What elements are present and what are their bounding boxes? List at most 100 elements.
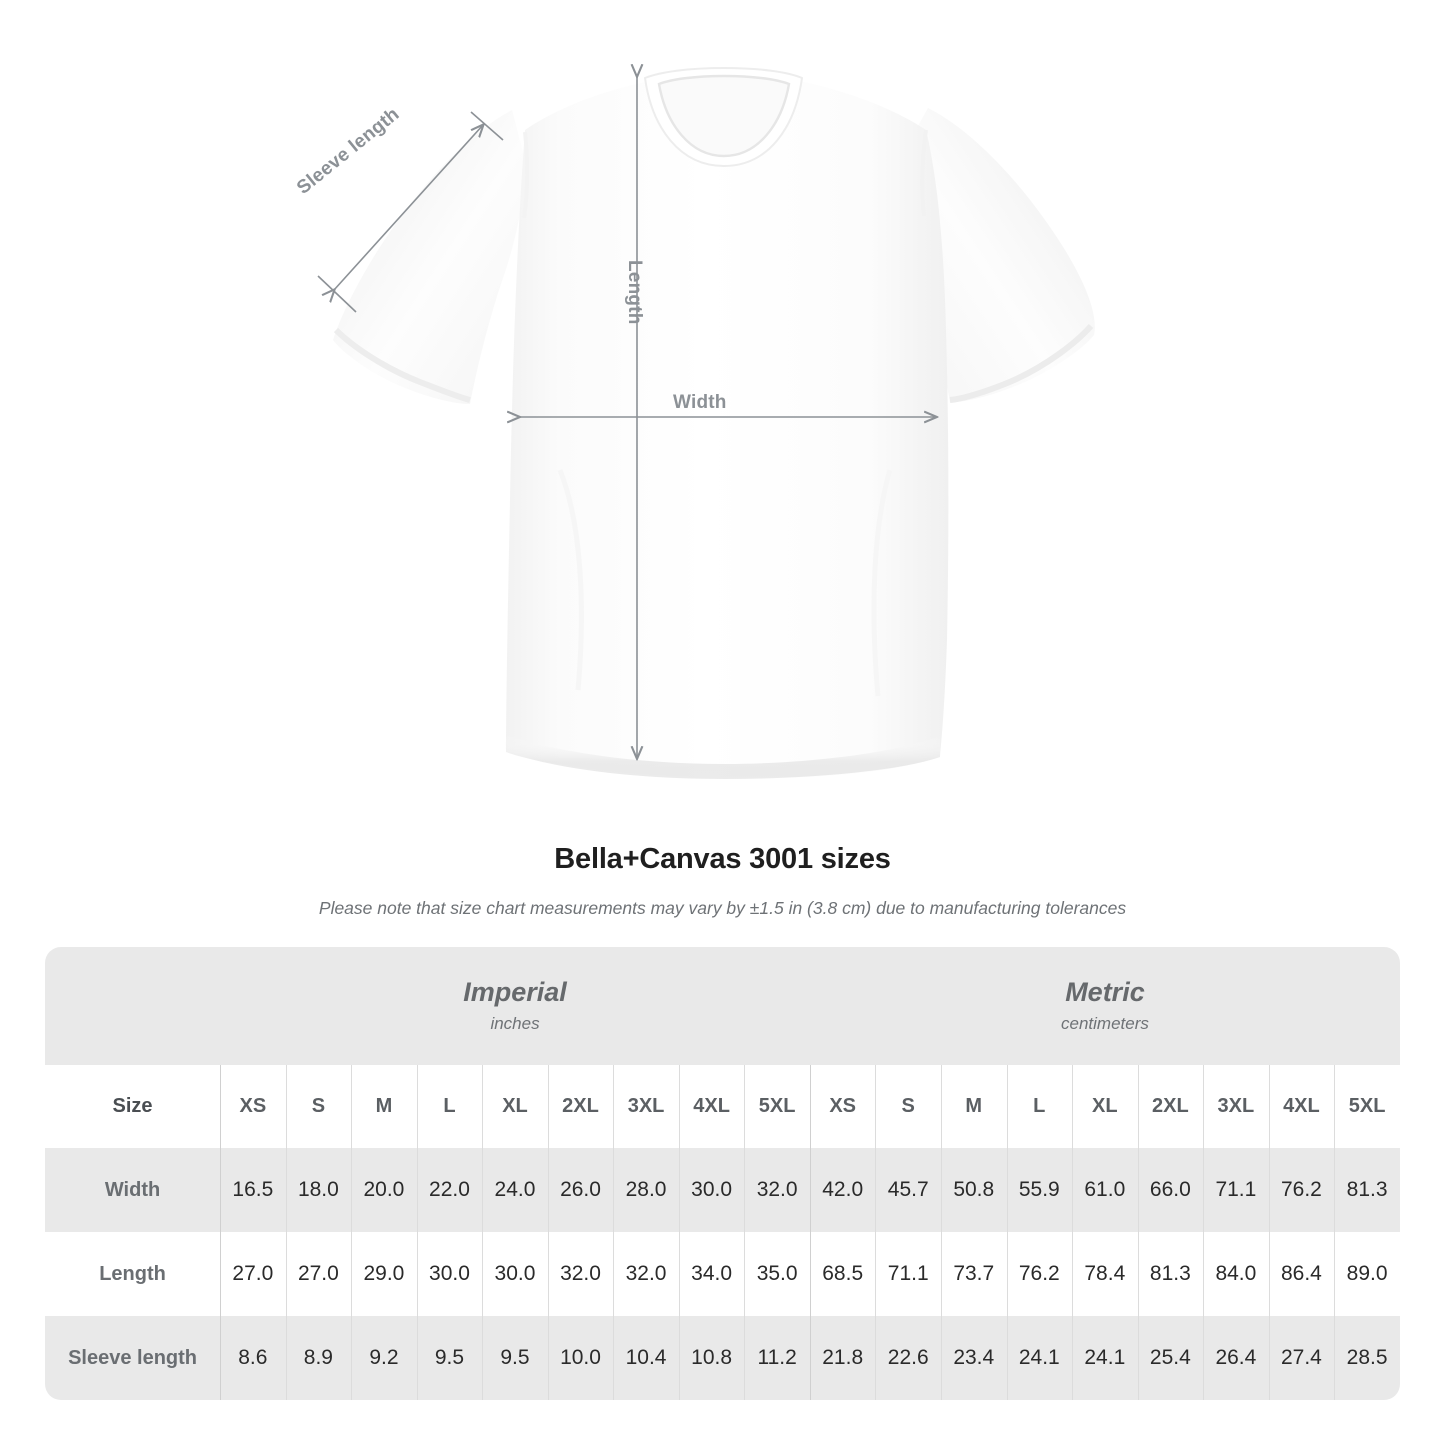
left-sleeve-hem	[333, 327, 471, 403]
cell-sleeve-imp-xs: 8.6	[220, 1316, 286, 1400]
size-header-imp-xl: XL	[482, 1065, 548, 1148]
length-label: Length	[624, 260, 645, 325]
cell-length-met-m: 73.7	[940, 1232, 1007, 1316]
size-row-label: Size	[45, 1065, 221, 1148]
cell-sleeve-met-xl: 24.1	[1072, 1316, 1138, 1400]
size-header-met-xl: XL	[1072, 1065, 1138, 1148]
tshirt-diagram: Sleeve length Length Width	[293, 0, 1095, 779]
size-header-met-s: S	[875, 1065, 941, 1148]
size-header-met-xs: XS	[809, 1065, 876, 1148]
unit-spacer-cell	[45, 947, 221, 1065]
imperial-units-label: inches	[490, 1014, 540, 1034]
shirt-silhouette	[333, 66, 1095, 779]
cell-width-met-5xl: 81.3	[1334, 1148, 1400, 1232]
cell-sleeve-met-3xl: 26.4	[1203, 1316, 1269, 1400]
size-chart-table-wrapper: Imperial inches Metric centimeters Size …	[45, 947, 1400, 1400]
size-header-imp-xs: XS	[220, 1065, 286, 1148]
imperial-system-label: Imperial	[463, 976, 567, 1007]
width-label: Width	[673, 392, 727, 413]
cell-length-met-l: 76.2	[1006, 1232, 1073, 1316]
size-header-met-3xl: 3XL	[1203, 1065, 1269, 1148]
sleeve-length-arrow	[334, 125, 483, 290]
cell-sleeve-imp-4xl: 10.8	[678, 1316, 745, 1400]
row-label-sleeve-length: Sleeve length	[45, 1316, 221, 1400]
size-header-met-5xl: 5XL	[1334, 1065, 1400, 1148]
cell-sleeve-imp-l: 9.5	[416, 1316, 483, 1400]
cell-width-imp-3xl: 28.0	[613, 1148, 679, 1232]
cell-width-met-xl: 61.0	[1072, 1148, 1138, 1232]
cell-length-met-4xl: 86.4	[1268, 1232, 1335, 1316]
cell-sleeve-met-l: 24.1	[1006, 1316, 1073, 1400]
cell-sleeve-met-4xl: 27.4	[1268, 1316, 1335, 1400]
size-header-met-m: M	[940, 1065, 1007, 1148]
tolerance-note: Please note that size chart measurements…	[318, 898, 1127, 918]
size-header-met-2xl: 2XL	[1137, 1065, 1204, 1148]
cell-length-imp-3xl: 32.0	[613, 1232, 679, 1316]
cell-length-imp-2xl: 32.0	[547, 1232, 614, 1316]
cell-width-met-m: 50.8	[940, 1148, 1007, 1232]
cell-length-imp-m: 29.0	[351, 1232, 417, 1316]
cell-sleeve-imp-s: 8.9	[285, 1316, 352, 1400]
cell-sleeve-imp-2xl: 10.0	[547, 1316, 614, 1400]
size-header-imp-s: S	[285, 1065, 352, 1148]
tshirt-illustration	[317, 0, 1095, 779]
shirt-torso	[506, 72, 949, 779]
size-header-met-l: L	[1006, 1065, 1073, 1148]
size-header-imp-5xl: 5XL	[744, 1065, 810, 1148]
cell-width-met-4xl: 76.2	[1268, 1148, 1335, 1232]
size-header-imp-l: L	[416, 1065, 483, 1148]
cell-sleeve-met-5xl: 28.5	[1334, 1316, 1400, 1400]
cell-width-imp-xs: 16.5	[220, 1148, 286, 1232]
row-label-length: Length	[45, 1232, 221, 1316]
cell-sleeve-imp-5xl: 11.2	[744, 1316, 810, 1400]
cell-sleeve-met-s: 22.6	[875, 1316, 941, 1400]
cell-length-met-3xl: 84.0	[1203, 1232, 1269, 1316]
cell-width-imp-xl: 24.0	[482, 1148, 548, 1232]
cell-width-met-xs: 42.0	[809, 1148, 876, 1232]
cell-width-imp-s: 18.0	[285, 1148, 352, 1232]
cell-length-imp-4xl: 34.0	[678, 1232, 745, 1316]
cell-length-imp-l: 30.0	[416, 1232, 483, 1316]
cell-length-met-xs: 68.5	[809, 1232, 876, 1316]
cell-width-imp-2xl: 26.0	[547, 1148, 614, 1232]
chart-heading: Bella+Canvas 3001 sizes Please note that…	[0, 843, 1445, 919]
cell-width-imp-4xl: 30.0	[678, 1148, 745, 1232]
size-header-imp-m: M	[351, 1065, 417, 1148]
size-header-imp-3xl: 3XL	[613, 1065, 679, 1148]
sleeve-tick-top	[470, 111, 504, 141]
cell-length-met-2xl: 81.3	[1137, 1232, 1204, 1316]
shirt-hem	[506, 735, 940, 779]
cell-width-met-s: 45.7	[875, 1148, 941, 1232]
cell-width-met-2xl: 66.0	[1137, 1148, 1204, 1232]
metric-group-header: Metric centimeters	[809, 947, 1400, 1065]
size-header-imp-2xl: 2XL	[547, 1065, 614, 1148]
imperial-group-header: Imperial inches	[220, 947, 810, 1065]
page-title: Bella+Canvas 3001 sizes	[554, 843, 891, 875]
cell-sleeve-met-xs: 21.8	[809, 1316, 876, 1400]
cell-width-imp-5xl: 32.0	[744, 1148, 810, 1232]
cell-length-met-xl: 78.4	[1072, 1232, 1138, 1316]
table-row: Length 27.0 27.0 29.0 30.0 30.0 32.0 32.…	[45, 1232, 1400, 1316]
right-sleeve	[900, 108, 1095, 403]
cell-width-met-3xl: 71.1	[1203, 1148, 1269, 1232]
cell-length-met-5xl: 89.0	[1334, 1232, 1400, 1316]
size-header-met-4xl: 4XL	[1268, 1065, 1335, 1148]
cell-width-imp-l: 22.0	[416, 1148, 483, 1232]
cell-sleeve-imp-3xl: 10.4	[613, 1316, 679, 1400]
size-chart-table: Imperial inches Metric centimeters Size …	[45, 947, 1400, 1400]
cell-sleeve-imp-xl: 9.5	[482, 1316, 548, 1400]
cell-length-imp-xs: 27.0	[220, 1232, 286, 1316]
collar-inner	[657, 74, 791, 158]
row-label-width: Width	[45, 1148, 221, 1232]
table-row: Width 16.5 18.0 20.0 22.0 24.0 26.0 28.0…	[45, 1148, 1400, 1232]
metric-system-label: Metric	[1065, 976, 1145, 1007]
cell-sleeve-met-m: 23.4	[940, 1316, 1007, 1400]
size-header-imp-4xl: 4XL	[678, 1065, 745, 1148]
size-header-row: Size XS S M L XL 2XL 3XL 4XL 5XL XS S M …	[45, 1065, 1400, 1148]
right-sleeve-hem	[949, 323, 1094, 403]
cell-width-imp-m: 20.0	[351, 1148, 417, 1232]
cell-length-imp-xl: 30.0	[482, 1232, 548, 1316]
cell-sleeve-met-2xl: 25.4	[1137, 1316, 1204, 1400]
table-row: Sleeve length 8.6 8.9 9.2 9.5 9.5 10.0 1…	[45, 1316, 1400, 1400]
cell-length-met-s: 71.1	[875, 1232, 941, 1316]
